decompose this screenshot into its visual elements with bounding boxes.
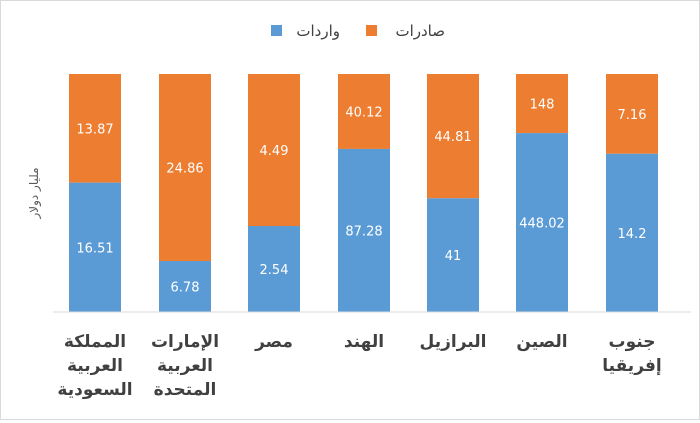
bar-segment-imports bbox=[69, 182, 121, 312]
x-tick-label: المملكة العربية السعودية bbox=[57, 332, 132, 400]
legend-swatch-imports bbox=[271, 25, 282, 36]
data-label-exports: 40.12 bbox=[345, 105, 382, 120]
y-axis-label: مليار دولار bbox=[27, 167, 42, 219]
data-label-exports: 24.86 bbox=[166, 162, 203, 177]
x-tick-label: البرازيل bbox=[420, 332, 487, 352]
legend-label-exports: صادرات bbox=[395, 22, 445, 40]
x-tick-label: الهند bbox=[344, 332, 384, 352]
bar-segment-imports bbox=[248, 226, 300, 312]
legend-swatch-exports bbox=[366, 25, 377, 36]
bars-group: 7.16 14.2 148 448.02 44.81 41 40.12 87.28 4.49 2.… bbox=[69, 74, 658, 312]
data-label-imports: 6.78 bbox=[171, 281, 200, 296]
x-axis-labels: جنوب إفريقيا الصين البرازيل الهند مصر الإمارات… bbox=[57, 332, 661, 400]
data-label-imports: 14.2 bbox=[618, 227, 647, 242]
bar-segment-exports bbox=[516, 74, 568, 134]
chart-legend: واردات صادرات bbox=[271, 22, 445, 40]
data-label-exports: 4.49 bbox=[260, 144, 289, 159]
data-label-imports: 41 bbox=[445, 249, 462, 264]
x-tick-label: جنوب إفريقيا bbox=[602, 332, 661, 376]
x-tick-label: الإمارات العربية المتحدة bbox=[151, 332, 219, 400]
bar-segment-exports bbox=[338, 74, 390, 149]
data-label-exports: 44.81 bbox=[434, 130, 471, 145]
x-tick-label: مصر bbox=[254, 332, 293, 352]
data-label-exports: 13.87 bbox=[76, 122, 113, 137]
data-label-imports: 2.54 bbox=[260, 263, 289, 278]
bar-segment-imports bbox=[516, 133, 568, 312]
bar-segment-imports bbox=[427, 198, 479, 312]
x-tick-label: الصين bbox=[516, 332, 567, 352]
bar-segment-exports bbox=[606, 74, 658, 154]
data-label-exports: 148 bbox=[530, 98, 555, 113]
bar-segment-imports bbox=[338, 148, 390, 312]
bar-segment-exports bbox=[427, 74, 479, 199]
bar-segment-exports bbox=[69, 74, 121, 183]
data-label-imports: 16.51 bbox=[76, 241, 113, 256]
data-label-imports: 448.02 bbox=[519, 217, 565, 232]
bar-segment-exports bbox=[159, 74, 211, 261]
data-label-imports: 87.28 bbox=[345, 224, 382, 239]
data-label-exports: 7.16 bbox=[618, 108, 647, 123]
bar-segment-imports bbox=[606, 153, 658, 312]
legend-label-imports: واردات bbox=[296, 22, 340, 40]
bar-segment-exports bbox=[248, 74, 300, 227]
bar-segment-imports bbox=[159, 261, 211, 312]
